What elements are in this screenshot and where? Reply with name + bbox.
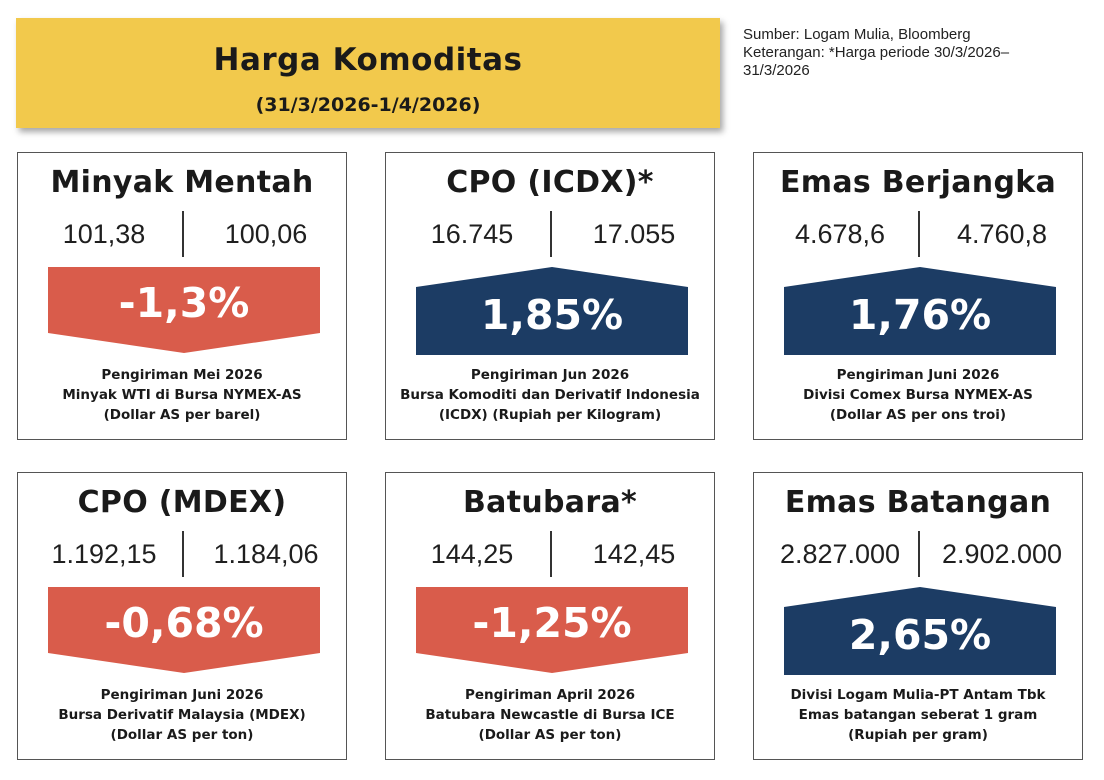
price-row: 1.192,15 1.184,06 xyxy=(18,525,346,581)
page-title: Harga Komoditas xyxy=(213,42,523,78)
up-arrow-shape xyxy=(784,587,1056,675)
card-description: Pengiriman Juni 2026 Bursa Derivatif Mal… xyxy=(22,685,342,745)
previous-price: 4.678,6 xyxy=(794,219,886,249)
price-divider xyxy=(550,211,552,257)
card-description: Divisi Logam Mulia-PT Antam Tbk Emas bat… xyxy=(758,685,1078,745)
card-title: CPO (MDEX) xyxy=(77,485,287,520)
desc-line: Pengiriman April 2026 xyxy=(464,687,636,703)
desc-line: Pengiriman Juni 2026 xyxy=(836,367,1000,383)
down-arrow-shape xyxy=(416,587,688,673)
desc-line: Pengiriman Juni 2026 xyxy=(100,687,264,703)
desc-line: Divisi Comex Bursa NYMEX-AS xyxy=(803,387,1033,403)
previous-price: 1.192,15 xyxy=(51,539,157,569)
down-arrow-shape xyxy=(48,587,320,673)
period-label: (31/3/2026-1/4/2026) xyxy=(255,94,481,116)
desc-line: (ICDX) (Rupiah per Kilogram) xyxy=(438,407,662,423)
current-price: 17.055 xyxy=(592,219,676,249)
current-price: 4.760,8 xyxy=(956,219,1048,249)
previous-price: 101,38 xyxy=(62,219,146,249)
previous-price: 2.827.000 xyxy=(779,539,901,569)
current-price: 100,06 xyxy=(224,219,308,249)
title-banner: Harga Komoditas (31/3/2026-1/4/2026) xyxy=(16,18,720,128)
desc-line: (Dollar AS per ton) xyxy=(478,727,622,743)
desc-line: Pengiriman Mei 2026 xyxy=(101,367,263,383)
card-emas-berjangka: Emas Berjangka 4.678,6 4.760,8 1,76% Pen… xyxy=(753,152,1083,440)
card-description: Pengiriman Juni 2026 Divisi Comex Bursa … xyxy=(758,365,1078,425)
card-cpo-mdex: CPO (MDEX) 1.192,15 1.184,06 -0,68% Peng… xyxy=(17,472,347,760)
price-divider xyxy=(182,211,184,257)
source-note: Sumber: Logam Mulia, Bloomberg Keteranga… xyxy=(743,26,1083,80)
desc-line: Pengiriman Jun 2026 xyxy=(470,367,630,383)
card-emas-batangan: Emas Batangan 2.827.000 2.902.000 2,65% … xyxy=(753,472,1083,760)
desc-line: (Rupiah per gram) xyxy=(848,727,988,743)
change-percent: -1,3% xyxy=(118,279,250,327)
price-row: 4.678,6 4.760,8 xyxy=(754,205,1082,261)
current-price: 1.184,06 xyxy=(213,539,319,569)
card-minyak-mentah: Minyak Mentah 101,38 100,06 -1,3% Pengir… xyxy=(17,152,347,440)
card-title: Emas Batangan xyxy=(784,485,1052,520)
price-row: 2.827.000 2.902.000 xyxy=(754,525,1082,581)
card-title: Minyak Mentah xyxy=(50,165,314,200)
change-percent: -1,25% xyxy=(472,599,632,647)
previous-price: 144,25 xyxy=(430,539,514,569)
down-arrow-shape xyxy=(48,267,320,353)
card-description: Pengiriman Jun 2026 Bursa Komoditi dan D… xyxy=(390,365,710,425)
source-line: Sumber: Logam Mulia, Bloomberg xyxy=(743,26,971,43)
price-divider xyxy=(182,531,184,577)
up-arrow-shape xyxy=(416,267,688,355)
card-title: Batubara* xyxy=(463,485,637,520)
change-percent: 2,65% xyxy=(848,611,992,659)
current-price: 142,45 xyxy=(592,539,676,569)
price-divider xyxy=(918,531,920,577)
card-title: CPO (ICDX)* xyxy=(446,165,654,200)
price-row: 16.745 17.055 xyxy=(386,205,714,261)
change-badge-up: 2,65% xyxy=(784,587,1056,677)
desc-line: Bursa Komoditi dan Derivatif Indonesia xyxy=(400,387,700,403)
card-description: Pengiriman Mei 2026 Minyak WTI di Bursa … xyxy=(22,365,342,425)
desc-line: (Dollar AS per barel) xyxy=(103,407,261,423)
card-title: Emas Berjangka xyxy=(779,165,1057,200)
desc-line: Divisi Logam Mulia-PT Antam Tbk xyxy=(790,687,1046,703)
desc-line: Minyak WTI di Bursa NYMEX-AS xyxy=(62,387,302,403)
change-percent: 1,85% xyxy=(480,291,624,339)
current-price: 2.902.000 xyxy=(941,539,1063,569)
price-divider xyxy=(918,211,920,257)
change-badge-down: -1,3% xyxy=(48,267,320,357)
price-row: 144,25 142,45 xyxy=(386,525,714,581)
card-batubara: Batubara* 144,25 142,45 -1,25% Pengirima… xyxy=(385,472,715,760)
change-badge-down: -0,68% xyxy=(48,587,320,677)
change-badge-up: 1,76% xyxy=(784,267,1056,357)
desc-line: Batubara Newcastle di Bursa ICE xyxy=(425,707,675,723)
change-percent: 1,76% xyxy=(848,291,992,339)
note-line: Keterangan: *Harga periode 30/3/2026– 31… xyxy=(743,44,1010,79)
up-arrow-shape xyxy=(784,267,1056,355)
change-percent: -0,68% xyxy=(104,599,264,647)
price-divider xyxy=(550,531,552,577)
desc-line: Bursa Derivatif Malaysia (MDEX) xyxy=(58,707,306,723)
desc-line: (Dollar AS per ton) xyxy=(110,727,254,743)
price-row: 101,38 100,06 xyxy=(18,205,346,261)
desc-line: (Dollar AS per ons troi) xyxy=(829,407,1007,423)
card-description: Pengiriman April 2026 Batubara Newcastle… xyxy=(390,685,710,745)
change-badge-down: -1,25% xyxy=(416,587,688,677)
change-badge-up: 1,85% xyxy=(416,267,688,357)
desc-line: Emas batangan seberat 1 gram xyxy=(798,707,1038,723)
previous-price: 16.745 xyxy=(430,219,514,249)
card-cpo-icdx: CPO (ICDX)* 16.745 17.055 1,85% Pengirim… xyxy=(385,152,715,440)
